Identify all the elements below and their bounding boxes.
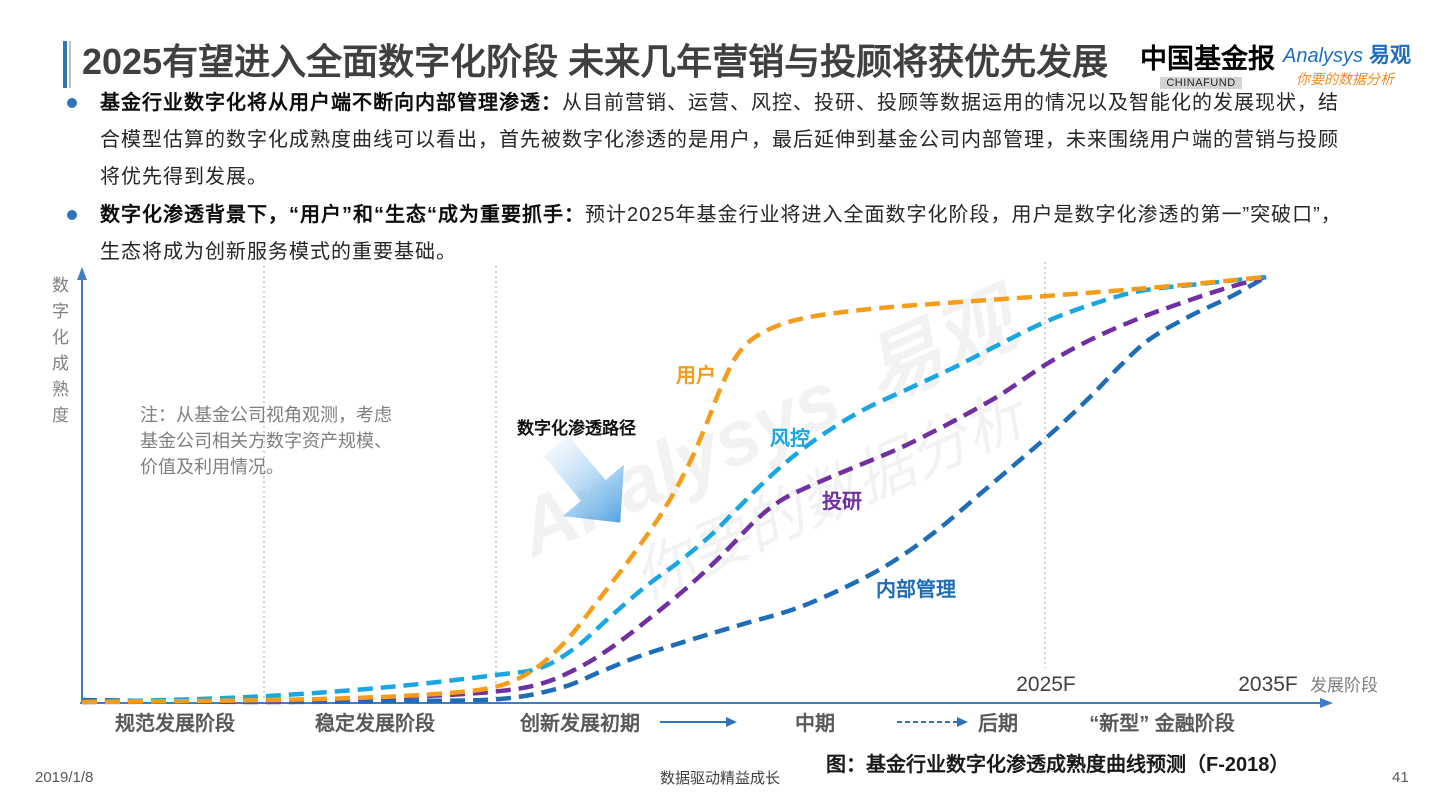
bullet-body: 预计2025年基金行业将进入全面数字化阶段，用户是数字化渗透的第一”突破口”，生… bbox=[100, 204, 1342, 263]
y-axis-label: 数字化成熟度 bbox=[49, 276, 68, 432]
bullet-heading: 数字化渗透背景下，“用户”和“生态“成为重要抓手： bbox=[100, 204, 585, 226]
page-title: 2025有望进入全面数字化阶段 未来几年营销与投顾将获优先发展 bbox=[82, 41, 1109, 82]
series-label-risk-control: 风控 bbox=[770, 426, 810, 450]
bullet-body: 从目前营销、运营、风控、投研、投顾等数据运用的情况以及智能化的发展现状，结合模型… bbox=[100, 92, 1339, 188]
series-label-research: 投研 bbox=[822, 489, 862, 513]
series-line-internal-management bbox=[81, 275, 1268, 705]
stage-label: 后期 bbox=[978, 712, 1018, 735]
series-label-user: 用户 bbox=[676, 363, 716, 387]
stage-label: 规范发展阶段 bbox=[115, 711, 235, 735]
analysys-logo-en: Analysys bbox=[1283, 45, 1364, 67]
stage-label: “新型” 金融阶段 bbox=[1089, 711, 1235, 735]
bullet-heading: 基金行业数字化将从用户端不断向内部管理渗透： bbox=[100, 92, 562, 114]
title-accent-bar-secondary bbox=[69, 41, 71, 88]
chinafund-logo-en: CHINAFUND bbox=[1160, 77, 1242, 89]
stage-arrow-solid bbox=[660, 717, 737, 727]
x-axis bbox=[80, 698, 1333, 708]
penetration-path-arrow bbox=[543, 435, 624, 523]
bullet-paragraph: 数字化渗透背景下，“用户”和“生态“成为重要抓手：预计2025年基金行业将进入全… bbox=[100, 197, 1350, 271]
page-number: 41 bbox=[1392, 769, 1409, 786]
x-tick-label-2025f: 2025F bbox=[1016, 673, 1076, 696]
bullet-dot bbox=[67, 98, 77, 108]
analysys-logo: Analysys 易观 bbox=[1283, 42, 1411, 72]
chart-note-line: 价值及利用情况。 bbox=[140, 457, 284, 477]
y-axis bbox=[77, 267, 87, 703]
series-label-internal-management: 内部管理 bbox=[876, 577, 956, 601]
x-axis-label: 发展阶段 bbox=[1310, 676, 1378, 695]
stage-label: 稳定发展阶段 bbox=[315, 711, 435, 735]
series-line-risk-control bbox=[81, 274, 1267, 705]
x-tick-label-2035f: 2035F bbox=[1238, 673, 1298, 696]
series-line-user bbox=[81, 274, 1267, 705]
penetration-path-label: 数字化渗透路径 bbox=[517, 418, 636, 438]
title-accent-bar bbox=[63, 41, 67, 88]
stage-label: 中期 bbox=[795, 711, 835, 735]
analysys-slogan: 你要的数据分析 bbox=[1296, 71, 1394, 87]
bullet-dot bbox=[67, 210, 77, 220]
analysys-logo-cn: 易观 bbox=[1369, 44, 1412, 67]
chinafund-logo-cn: 中国基金报 bbox=[1140, 44, 1275, 74]
footer-slogan: 数据驱动精益成长 bbox=[659, 770, 780, 787]
series-line-research bbox=[81, 274, 1267, 705]
bullet-paragraph: 基金行业数字化将从用户端不断向内部管理渗透：从目前营销、运营、风控、投研、投顾等… bbox=[100, 85, 1350, 196]
footer-date: 2019/1/8 bbox=[35, 769, 94, 786]
chart-note-line: 基金公司相关方数字资产规模、 bbox=[140, 431, 392, 451]
stage-label: 创新发展初期 bbox=[519, 711, 640, 735]
chart-note-line: 注：从基金公司视角观测，考虑 bbox=[140, 405, 392, 425]
stage-arrow-dashed bbox=[897, 717, 968, 727]
figure-caption: 图：基金行业数字化渗透成熟度曲线预测（F-2018） bbox=[826, 754, 1290, 776]
